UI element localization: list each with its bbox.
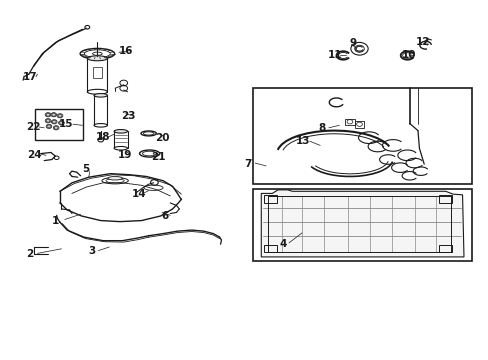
Text: 13: 13 bbox=[295, 136, 309, 146]
Bar bbox=[345, 119, 354, 125]
Text: 12: 12 bbox=[415, 37, 429, 48]
Text: 5: 5 bbox=[81, 165, 89, 174]
Ellipse shape bbox=[108, 176, 122, 180]
Bar bbox=[354, 121, 364, 128]
Text: 8: 8 bbox=[318, 123, 325, 133]
Text: 20: 20 bbox=[155, 133, 169, 143]
Circle shape bbox=[51, 113, 57, 117]
Text: 3: 3 bbox=[88, 246, 96, 256]
Text: 14: 14 bbox=[131, 189, 146, 199]
Text: 17: 17 bbox=[23, 72, 38, 82]
Text: 11: 11 bbox=[327, 50, 342, 60]
Bar bbox=[253, 189, 471, 261]
Text: 16: 16 bbox=[119, 45, 133, 55]
Text: 24: 24 bbox=[27, 150, 42, 160]
Text: 15: 15 bbox=[59, 119, 73, 129]
Circle shape bbox=[57, 114, 63, 118]
Bar bbox=[263, 244, 277, 252]
Bar bbox=[92, 67, 102, 78]
Text: 4: 4 bbox=[279, 239, 286, 249]
Circle shape bbox=[59, 121, 64, 125]
Ellipse shape bbox=[94, 94, 107, 97]
Circle shape bbox=[45, 113, 51, 117]
Text: 10: 10 bbox=[401, 50, 415, 60]
Text: 19: 19 bbox=[117, 150, 132, 159]
Bar bbox=[35, 109, 82, 140]
Circle shape bbox=[45, 118, 51, 123]
Circle shape bbox=[51, 120, 57, 124]
Bar bbox=[263, 195, 277, 203]
Text: 18: 18 bbox=[95, 132, 110, 142]
Text: 6: 6 bbox=[162, 211, 169, 221]
Polygon shape bbox=[261, 190, 463, 257]
Bar bbox=[438, 244, 451, 252]
Text: 21: 21 bbox=[151, 152, 165, 162]
Circle shape bbox=[53, 126, 59, 130]
Circle shape bbox=[46, 124, 52, 129]
Text: 1: 1 bbox=[51, 216, 59, 226]
Bar bbox=[253, 88, 471, 184]
Ellipse shape bbox=[114, 130, 127, 133]
Text: 22: 22 bbox=[26, 122, 41, 132]
Text: 2: 2 bbox=[26, 249, 33, 259]
Text: 9: 9 bbox=[348, 38, 356, 48]
Text: 7: 7 bbox=[244, 159, 251, 169]
Ellipse shape bbox=[87, 56, 107, 61]
Bar bbox=[438, 195, 451, 203]
Text: 23: 23 bbox=[121, 112, 136, 121]
